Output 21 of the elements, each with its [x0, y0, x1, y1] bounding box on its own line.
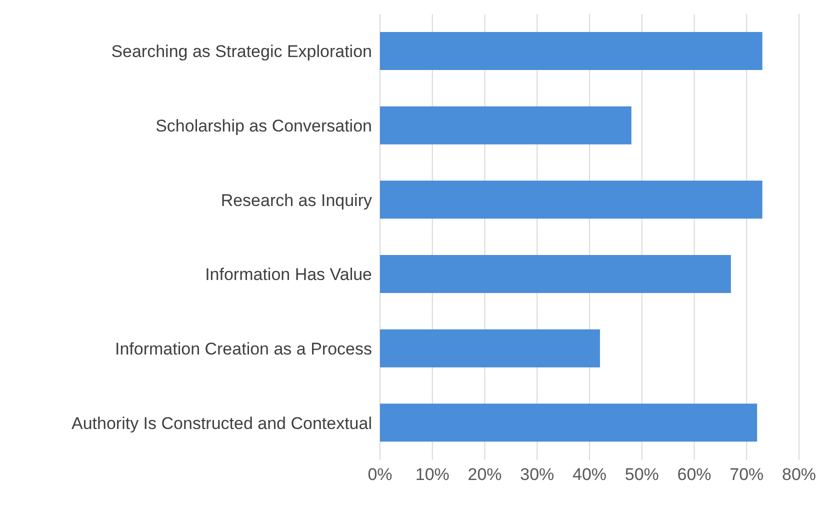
y-tick-label: Research as Inquiry — [220, 190, 372, 210]
x-tick-label: 70% — [730, 465, 764, 484]
bar — [380, 180, 762, 219]
x-tick-label: 50% — [624, 465, 659, 484]
y-tick-label: Information Has Value — [205, 265, 372, 284]
x-tick-label: 10% — [415, 465, 450, 484]
x-tick-label: 40% — [572, 465, 607, 484]
bar — [380, 329, 600, 368]
x-tick-label: 0% — [368, 465, 392, 484]
y-tick-label: Scholarship as Conversation — [156, 116, 372, 136]
x-tick-label: 20% — [468, 465, 502, 484]
bar — [380, 32, 762, 70]
y-tick-label: Searching as Strategic Exploration — [111, 42, 372, 62]
x-tick-label: 80% — [782, 465, 816, 484]
y-tick-label: Authority Is Constructed and Contextual — [72, 414, 372, 433]
bar — [380, 404, 758, 442]
bar — [380, 106, 632, 144]
y-tick-label: Information Creation as a Process — [114, 340, 372, 359]
x-tick-label: 30% — [520, 465, 554, 484]
x-tick-label: 60% — [677, 465, 712, 484]
bar — [380, 255, 731, 293]
